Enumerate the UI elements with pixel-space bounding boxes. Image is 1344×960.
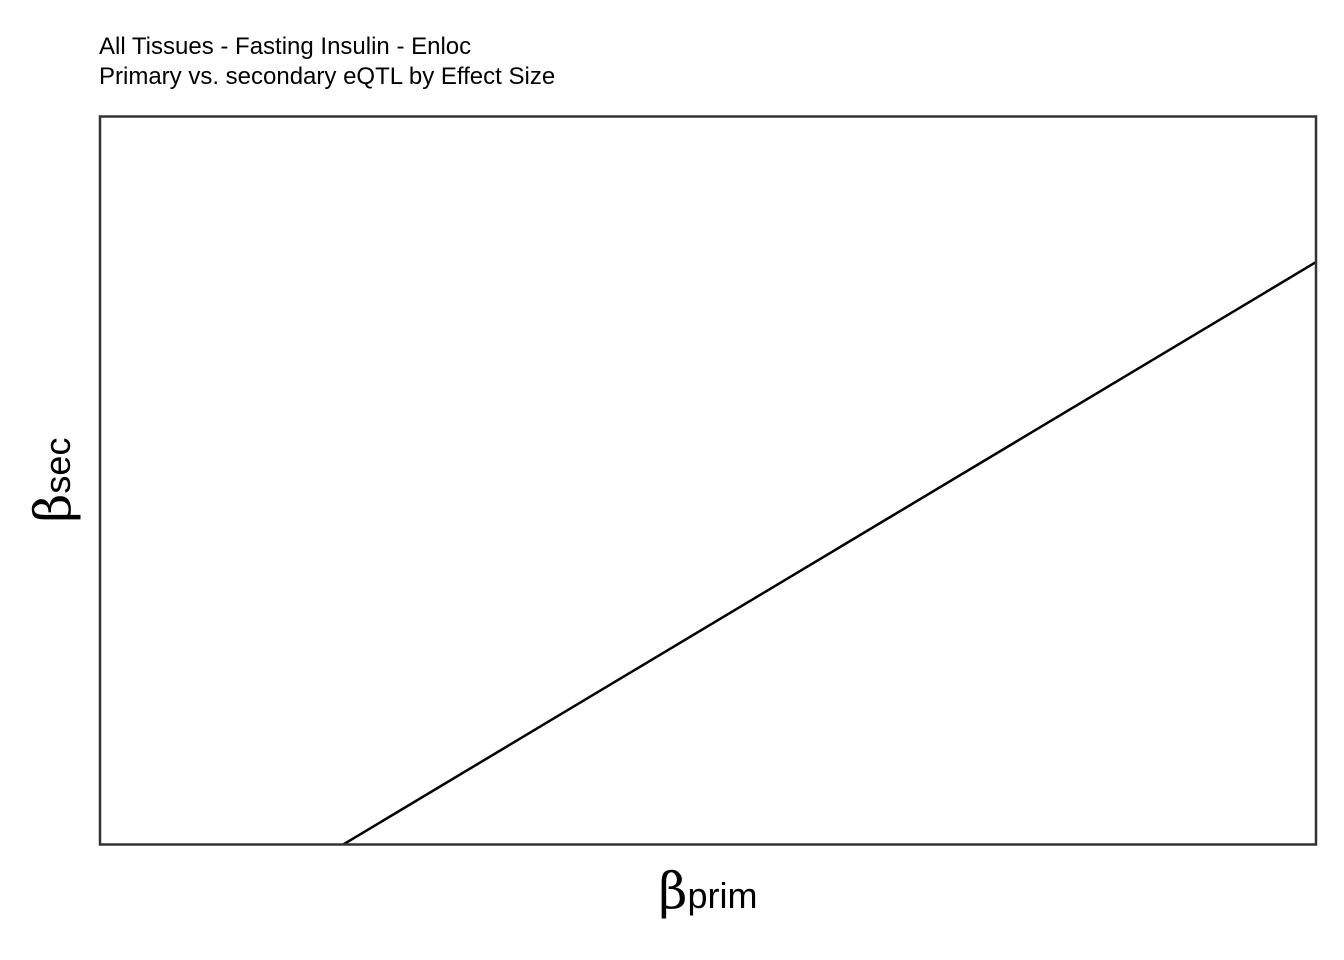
plot-panel-border: [98, 115, 1318, 846]
y-axis-label-symbol: β: [24, 494, 82, 523]
x-axis-label-subscript: prim: [687, 875, 757, 916]
y-axis-label: βsec: [24, 438, 82, 523]
x-axis-label-symbol: β: [659, 862, 688, 920]
chart-title: All Tissues - Fasting Insulin - Enloc: [99, 33, 471, 60]
reference-line-0: [340, 261, 1316, 845]
x-axis-label: βprim: [659, 862, 758, 920]
y-axis-label-subscript: sec: [37, 438, 78, 494]
plot-area: [340, 261, 1316, 845]
chart-subtitle: Primary vs. secondary eQTL by Effect Siz…: [99, 63, 555, 90]
